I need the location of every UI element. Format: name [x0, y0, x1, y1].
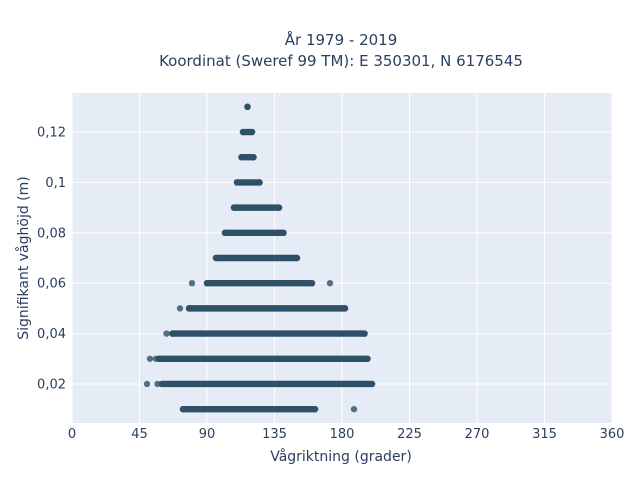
data-point [188, 279, 196, 287]
data-point [368, 380, 376, 388]
data-point [239, 128, 247, 136]
y-axis-ticks: 0,02 0,04 0,06 0,08 0,1 0,12 [37, 126, 66, 393]
x-tick-label: 270 [465, 427, 490, 442]
data-point [244, 103, 251, 111]
y-tick-label: 0,06 [37, 277, 66, 292]
data-point [280, 229, 287, 237]
data-point [341, 305, 349, 312]
data-point [169, 330, 176, 337]
x-tick-label: 315 [532, 427, 557, 442]
data-point [143, 380, 151, 388]
data-point [221, 229, 229, 237]
data-point [275, 204, 283, 211]
x-tick-label: 180 [330, 427, 355, 442]
x-tick-label: 135 [262, 427, 287, 442]
chart-title-line1: År 1979 - 2019 [285, 30, 398, 49]
data-point [179, 405, 187, 413]
data-point [326, 279, 334, 287]
data-point [158, 380, 166, 388]
data-point [361, 330, 368, 337]
data-point [250, 154, 257, 161]
data-point [233, 179, 241, 186]
data-point [350, 405, 358, 413]
y-tick-label: 0,12 [37, 126, 66, 141]
data-point [154, 380, 161, 388]
data-point [248, 128, 256, 136]
data-point [364, 355, 371, 362]
y-axis-label: Signifikant våghöjd (m) [15, 176, 32, 339]
y-tick-label: 0,1 [45, 176, 66, 191]
data-point [256, 179, 263, 186]
data-point [308, 279, 316, 287]
data-point [238, 154, 245, 161]
x-axis-label: Vågriktning (grader) [270, 448, 412, 465]
data-point [311, 405, 319, 413]
data-points [143, 103, 376, 413]
y-tick-label: 0,08 [37, 226, 66, 241]
x-axis-ticks: 0 45 90 135 180 225 270 315 360 [68, 427, 625, 442]
data-point [146, 355, 154, 362]
x-tick-label: 45 [131, 427, 148, 442]
data-point [163, 330, 170, 337]
x-tick-label: 360 [600, 427, 625, 442]
y-tick-label: 0,04 [37, 327, 66, 342]
data-point [212, 254, 220, 262]
x-tick-label: 0 [68, 427, 76, 442]
data-point [152, 355, 160, 362]
data-point [203, 279, 211, 287]
chart-title-line2: Koordinat (Sweref 99 TM): E 350301, N 61… [159, 52, 523, 70]
x-tick-label: 225 [397, 427, 422, 442]
data-point [176, 305, 184, 312]
x-tick-label: 90 [199, 427, 216, 442]
data-point [293, 254, 301, 262]
data-point [230, 204, 238, 211]
data-point [185, 305, 193, 312]
y-tick-label: 0,02 [37, 377, 66, 392]
